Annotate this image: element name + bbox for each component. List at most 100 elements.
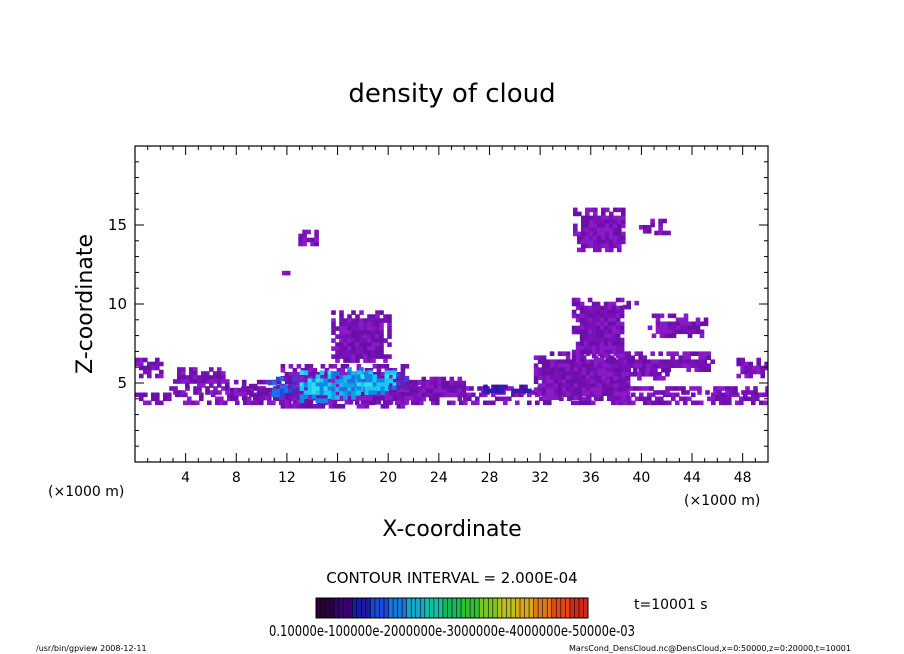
colorbar-cell <box>429 598 435 618</box>
colorbar-cell <box>329 598 335 618</box>
colorbar-cell <box>384 598 389 618</box>
y-axis-ticks: 5 10 15 <box>108 161 768 447</box>
cloud-region <box>229 379 247 401</box>
colorbar-cell <box>370 598 376 618</box>
colorbar-cell <box>483 598 489 618</box>
cloud-region <box>267 376 301 398</box>
x-tick-label: 48 <box>734 470 752 486</box>
colorbar-cell <box>343 598 349 618</box>
colorbar-cell <box>365 598 371 618</box>
colorbar-cell <box>515 598 521 618</box>
cloud-region <box>356 370 398 395</box>
colorbar-cell <box>442 598 448 618</box>
colorbar-cell <box>551 598 557 618</box>
colorbar-cell <box>316 598 321 618</box>
colorbar-cell <box>510 598 516 618</box>
plot-frame <box>134 145 769 463</box>
cloud-region <box>135 357 164 379</box>
cloud-field <box>135 207 768 409</box>
colorbar-cell <box>411 598 417 618</box>
y-tick-label: 10 <box>108 295 127 313</box>
colorbar-cell <box>320 598 326 618</box>
cloud-region <box>299 370 333 403</box>
x-axis-unit-right: (×1000 m) <box>684 493 760 509</box>
colorbar-cell <box>397 598 403 618</box>
colorbar-cell <box>560 598 566 618</box>
colorbar-cell <box>433 598 439 618</box>
cloud-region <box>736 357 768 379</box>
cloud-region <box>298 229 319 247</box>
contour-interval: CONTOUR INTERVAL = 2.000E-04 <box>326 569 577 587</box>
colorbar-cell <box>501 598 507 618</box>
y-tick-label: 5 <box>117 374 127 392</box>
colorbar-cell <box>361 598 367 618</box>
y-axis-label: Z-coordinate <box>73 234 98 374</box>
cloud-region <box>622 300 639 310</box>
chart-title: density of cloud <box>348 79 555 109</box>
x-tick-label: 4 <box>181 470 190 486</box>
cloud-region <box>483 384 532 394</box>
colorbar-cell <box>583 598 589 618</box>
colorbar-cell <box>334 598 339 618</box>
x-tick-label: 8 <box>232 470 241 486</box>
cloud-region <box>638 225 652 234</box>
colorbar-cell <box>520 598 525 618</box>
colorbar-cell <box>547 598 553 618</box>
colorbar-cell <box>533 598 539 618</box>
colorbar-cell <box>470 598 475 618</box>
colorbar-cell <box>556 598 562 618</box>
colorbar-cell <box>538 598 543 618</box>
x-tick-label: 44 <box>683 470 701 486</box>
colorbar-cell <box>569 598 575 618</box>
colorbar-cell <box>492 598 498 618</box>
x-tick-label: 12 <box>278 470 296 486</box>
colorbar-cell <box>374 598 380 618</box>
x-tick-label: 28 <box>481 470 499 486</box>
colorbar-cell <box>325 598 330 618</box>
colorbar-cell <box>347 598 353 618</box>
colorbar <box>315 597 589 619</box>
colorbar-frame <box>315 597 589 619</box>
cloud-region <box>331 310 392 363</box>
colorbar-cell <box>565 598 571 618</box>
cloud-region <box>571 297 625 363</box>
colorbar-cell <box>488 598 494 618</box>
colorbar-cell <box>393 598 398 618</box>
x-axis-ticks: 4 8 12 16 20 24 28 32 36 40 44 48 <box>147 146 756 486</box>
colorbar-cell <box>506 598 512 618</box>
cloud-region <box>647 313 709 339</box>
colorbar-cell <box>465 598 471 618</box>
colorbar-cell <box>474 598 480 618</box>
colorbar-cell <box>461 598 466 618</box>
x-tick-label: 40 <box>632 470 650 486</box>
cloud-region <box>173 367 230 388</box>
colorbar-cell <box>420 598 426 618</box>
colorbar-cell <box>529 598 534 618</box>
x-axis-unit-left: (×1000 m) <box>48 484 124 500</box>
x-tick-label: 36 <box>582 470 600 486</box>
colorbar-cell <box>379 598 385 618</box>
colorbar-cell <box>452 598 457 618</box>
cloud-region <box>413 376 467 402</box>
colorbar-tick-labels: 0.10000e-100000e-2000000e-3000000e-40000… <box>269 622 635 640</box>
colorbar-cell <box>578 598 584 618</box>
colorbar-cell <box>356 598 362 618</box>
x-tick-label: 20 <box>379 470 397 486</box>
cloud-region <box>573 207 626 253</box>
colorbar-cell <box>424 598 430 618</box>
colorbar-cell <box>497 598 503 618</box>
colorbar-cell <box>415 598 421 618</box>
x-axis-label: X-coordinate <box>382 517 521 542</box>
time-label: t=10001 s <box>634 597 708 613</box>
x-tick-label: 24 <box>430 470 448 486</box>
cloud-region <box>281 270 291 276</box>
colorbar-cell <box>542 598 548 618</box>
colorbar-cell <box>406 598 412 618</box>
colorbar-cell <box>402 598 407 618</box>
footer-left: /usr/bin/gpview 2008-12-11 <box>36 644 147 653</box>
colorbar-cell <box>447 598 453 618</box>
footer-right: MarsCond_DensCloud.nc@DensCloud,x=0:5000… <box>569 644 851 653</box>
x-tick-label: 16 <box>329 470 347 486</box>
colorbar-cell <box>479 598 485 618</box>
